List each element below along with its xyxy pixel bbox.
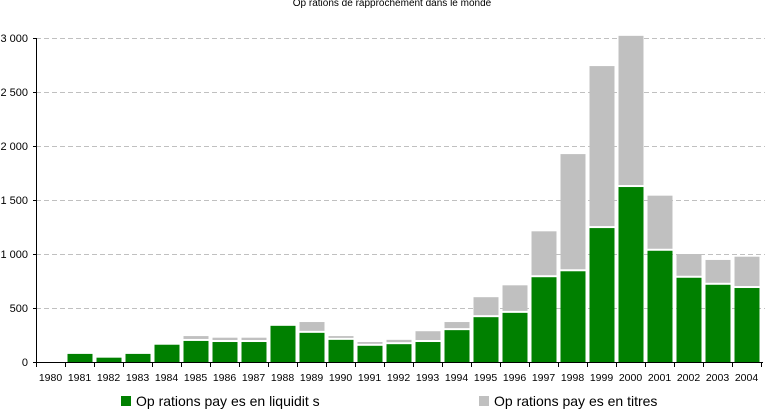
y-tick-label: 0 [22, 357, 28, 369]
bar-cash [67, 353, 93, 362]
bar-shares [560, 154, 586, 270]
x-tick-label: 2003 [706, 372, 730, 384]
legend-label-cash: Op rations pay es en liquidit s [136, 393, 320, 409]
bar-cash [241, 342, 267, 362]
bar-cash [270, 325, 296, 362]
x-tick-label: 2004 [735, 372, 759, 384]
bar-shares [415, 331, 441, 341]
bar-cash [125, 353, 151, 362]
y-tick-label: 1 000 [0, 249, 28, 261]
bar-shares [357, 342, 383, 344]
bar-cash [531, 277, 557, 362]
x-tick-label: 1995 [474, 372, 498, 384]
bar-cash [386, 344, 412, 362]
bar-shares [299, 322, 325, 331]
bar-shares [589, 66, 615, 227]
x-tick-label: 1982 [97, 372, 121, 384]
bars [67, 35, 760, 362]
x-tick-label: 2001 [648, 372, 672, 384]
bar-cash [212, 342, 238, 362]
legend-item-shares: Op rations pay es en titres [479, 393, 657, 409]
y-tick-label: 2 000 [0, 141, 28, 153]
x-tick-label: 1999 [590, 372, 614, 384]
x-tick-label: 1985 [184, 372, 208, 384]
x-tick-label: 1996 [503, 372, 527, 384]
x-tick-label: 1986 [213, 372, 237, 384]
x-tick-label: 1998 [561, 372, 585, 384]
stacked-bar-chart: Op rations de rapprochement dans le mond… [0, 0, 765, 384]
legend-label-shares: Op rations pay es en titres [494, 393, 658, 409]
bar-cash [96, 357, 122, 362]
bar-shares [444, 322, 470, 329]
bar-shares [473, 297, 499, 316]
axes [33, 38, 763, 367]
bar-cash [589, 228, 615, 362]
bar-cash [560, 271, 586, 362]
bar-shares [328, 336, 354, 338]
x-tick-label: 1983 [126, 372, 150, 384]
bar-shares [647, 195, 673, 249]
bar-cash [647, 250, 673, 362]
bar-cash [357, 345, 383, 362]
bar-shares [618, 35, 644, 186]
gridlines [36, 38, 765, 309]
x-tick-label: 1984 [155, 372, 179, 384]
x-tick-label: 1997 [532, 372, 556, 384]
bar-shares [212, 337, 238, 341]
legend-swatch-shares [479, 396, 489, 406]
x-tick-label: 2002 [677, 372, 701, 384]
bar-shares [183, 336, 209, 339]
bar-shares [241, 337, 267, 341]
x-tick-label: 1987 [242, 372, 266, 384]
x-tick-label: 1980 [39, 372, 63, 384]
x-tick-label: 1992 [387, 372, 411, 384]
y-tick-label: 500 [10, 303, 28, 315]
legend-item-cash: Op rations pay es en liquidit s [121, 393, 320, 409]
x-tick-label: 1989 [300, 372, 324, 384]
y-tick-label: 1 500 [0, 195, 28, 207]
x-tick-label: 1991 [358, 372, 382, 384]
bar-cash [502, 312, 528, 362]
bar-cash [618, 187, 644, 362]
bar-shares [386, 339, 412, 343]
bar-cash [444, 330, 470, 362]
bar-shares [734, 256, 760, 287]
x-tick-label: 2000 [619, 372, 643, 384]
bar-cash [705, 284, 731, 362]
bar-shares [502, 285, 528, 311]
x-tick-label: 1988 [271, 372, 295, 384]
x-tick-label: 1994 [445, 372, 469, 384]
x-tick-label: 1990 [329, 372, 353, 384]
bar-cash [415, 342, 441, 362]
y-tick-label: 2 500 [0, 87, 28, 99]
x-tick-label: 1993 [416, 372, 440, 384]
bar-cash [183, 340, 209, 362]
bar-cash [328, 339, 354, 362]
bar-shares [705, 259, 731, 283]
chart-title: Op rations de rapprochement dans le mond… [293, 0, 492, 9]
bar-cash [154, 344, 180, 362]
bar-shares [531, 231, 557, 276]
y-tick-labels: 0 500 1 000 1 500 2 000 2 500 3 000 [0, 33, 28, 369]
y-tick-label: 3 000 [0, 33, 28, 45]
x-tick-label: 1981 [68, 372, 92, 384]
x-tick-labels: 1980 1981 1982 1983 1984 1985 1986 1987 1988 1989… [39, 372, 759, 384]
bar-cash [734, 288, 760, 362]
bar-cash [676, 277, 702, 362]
bar-cash [473, 317, 499, 362]
legend-swatch-cash [121, 396, 131, 406]
bar-cash [299, 332, 325, 362]
bar-shares [676, 254, 702, 276]
